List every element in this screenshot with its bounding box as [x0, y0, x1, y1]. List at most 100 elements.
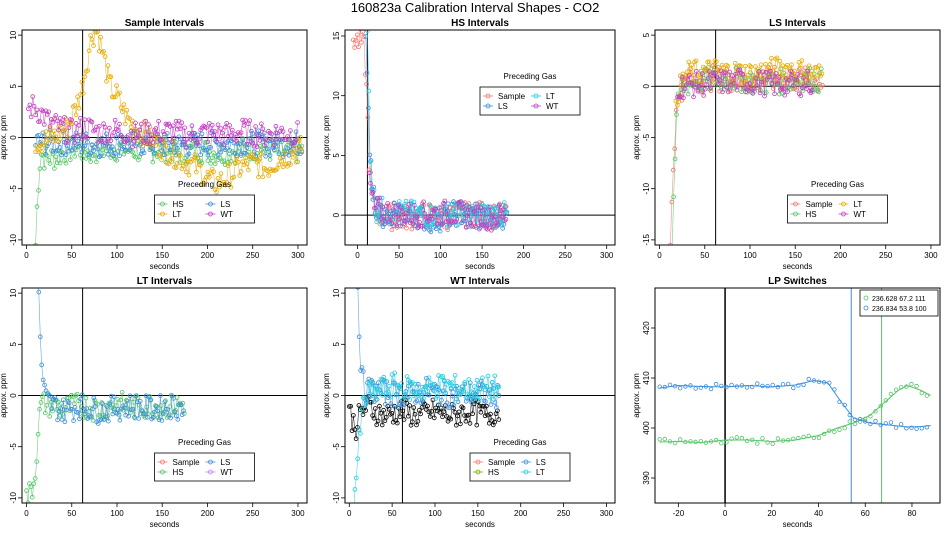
data-point — [760, 436, 765, 441]
x-tick-label: 100 — [434, 251, 448, 260]
data-point — [734, 435, 739, 440]
x-tick-label: 0 — [347, 509, 352, 518]
data-point — [425, 403, 430, 409]
data-point — [714, 437, 719, 443]
x-tick-label: 250 — [879, 251, 893, 260]
data-point — [888, 420, 894, 425]
y-tick-label: 5 — [642, 32, 651, 37]
x-axis-label: seconds — [783, 520, 813, 529]
legend-marker — [160, 211, 165, 217]
data-point — [791, 385, 796, 391]
y-tick-label: 10 — [9, 30, 18, 39]
trend-line — [659, 379, 931, 428]
y-axis-label: approx. ppm — [322, 115, 331, 160]
data-point — [269, 131, 274, 137]
data-point — [878, 403, 883, 409]
data-point — [182, 139, 188, 145]
data-point — [499, 214, 505, 220]
data-point — [359, 365, 365, 370]
data-point — [847, 419, 852, 424]
x-tick-label: 50 — [388, 509, 397, 518]
data-point — [350, 37, 356, 43]
data-point — [430, 222, 435, 228]
data-point — [873, 418, 878, 424]
legend-entry: HS — [173, 468, 184, 477]
data-point — [243, 155, 248, 161]
data-point — [425, 219, 430, 224]
x-tick-label: 150 — [789, 251, 803, 260]
data-point — [290, 143, 296, 149]
x-tick-label: 250 — [557, 509, 571, 518]
chart-panel-1: Sample Intervals 0 50 100 150 200 250 300 -10 -5 0… — [0, 18, 308, 271]
chart-panel-6: LP Switches -20 0 20 40 60 80 390 400 410 420 secon… — [632, 276, 941, 529]
y-axis-label: approx. ppm — [632, 373, 641, 418]
legend-title: Preceding Gas — [494, 438, 547, 447]
data-point — [796, 435, 801, 441]
x-tick-label: 300 — [600, 509, 614, 518]
x-axis-label: seconds — [150, 520, 180, 529]
data-point — [127, 116, 132, 122]
legend-marker — [160, 459, 165, 465]
y-tick-label: 15 — [332, 31, 341, 40]
x-tick-label: 100 — [743, 251, 757, 260]
plot-frame — [344, 287, 616, 504]
chart-panel-4: LT Intervals 0 50 100 150 200 250 300 -10 -5 0 5 10 s… — [0, 276, 308, 529]
x-tick-label: 60 — [861, 509, 870, 518]
y-tick-label: 0 — [332, 393, 341, 398]
data-point — [496, 417, 502, 422]
x-tick-label: 300 — [291, 509, 305, 518]
x-tick-label: 300 — [291, 251, 305, 260]
data-point — [744, 81, 750, 87]
data-point — [205, 152, 211, 158]
data-point — [256, 128, 261, 134]
data-point — [688, 439, 693, 444]
plot-area — [345, 288, 615, 503]
plot-frame — [654, 29, 941, 246]
y-tick-label: -5 — [9, 443, 18, 451]
data-point — [204, 148, 209, 153]
legend: Preceding Gas Sample LT HS WT — [787, 180, 888, 224]
legend-box — [469, 452, 571, 482]
legend-entry: WT — [854, 210, 867, 219]
data-point — [225, 139, 231, 144]
legend-title: Preceding Gas — [178, 438, 231, 447]
legend-marker — [160, 469, 165, 475]
chart-title: Sample Intervals — [125, 18, 205, 29]
x-tick-label: 200 — [517, 251, 531, 260]
data-point — [460, 405, 466, 411]
plot-area — [345, 30, 615, 245]
data-point — [719, 383, 724, 389]
data-point — [101, 48, 106, 54]
data-point — [121, 405, 127, 411]
data-point — [496, 384, 502, 390]
data-point — [388, 401, 394, 406]
series-line — [35, 31, 303, 193]
legend-entry: LT — [173, 210, 182, 219]
data-point — [95, 146, 101, 152]
data-point — [899, 422, 904, 427]
legend-entry: LS — [536, 458, 546, 467]
x-tick-label: 80 — [908, 509, 917, 518]
figure-title: 160823a Calibration Interval Shapes - CO… — [351, 0, 600, 15]
series-line — [367, 30, 508, 228]
data-point — [124, 397, 129, 403]
x-tick-label: 50 — [67, 509, 76, 518]
legend-entry: WT — [546, 102, 559, 111]
chart-panel-2: HS Intervals 0 50 100 150 200 250 300 0 5 10 15 seco… — [322, 18, 616, 271]
x-tick-label: 250 — [558, 251, 572, 260]
data-point — [693, 386, 698, 391]
y-tick-label: -15 — [642, 234, 651, 246]
data-point — [419, 405, 425, 410]
data-point — [837, 427, 842, 432]
data-point — [166, 140, 172, 146]
legend-marker — [485, 93, 491, 99]
data-point — [53, 113, 59, 118]
legend-marker — [793, 201, 798, 207]
data-point — [89, 142, 95, 148]
legend-box — [154, 452, 255, 482]
data-point — [162, 137, 167, 142]
data-point — [765, 440, 770, 445]
legend-marker — [485, 103, 491, 109]
data-point — [888, 391, 894, 397]
chart-title: LS Intervals — [769, 18, 826, 29]
